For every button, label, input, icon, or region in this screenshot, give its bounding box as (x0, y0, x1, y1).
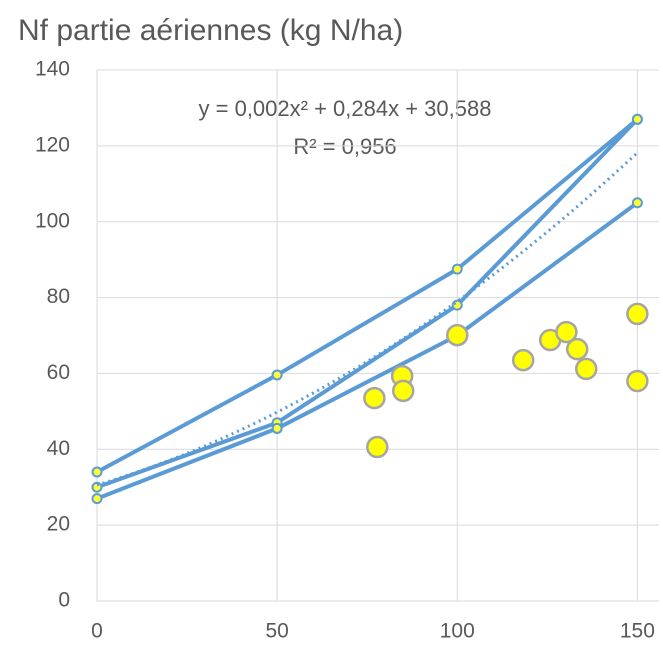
x-tick-label: 0 (91, 620, 103, 643)
y-tick-label: 0 (58, 589, 70, 612)
y-tick-label: 140 (35, 58, 70, 81)
line-marker (91, 481, 103, 493)
y-tick-label: 100 (35, 209, 70, 232)
line-marker (271, 369, 283, 381)
y-tick-label: 120 (35, 133, 70, 156)
scatter-point (565, 337, 589, 361)
scatter-point (366, 435, 389, 459)
y-tick-label: 60 (47, 361, 70, 384)
scatter-point (363, 386, 386, 410)
y-tick-label: 80 (47, 285, 70, 308)
scatter-point (555, 320, 578, 344)
line-marker (91, 493, 103, 505)
scatter-point (446, 323, 469, 347)
x-tick-label: 100 (440, 620, 475, 643)
scatter-point (574, 357, 598, 381)
trend-equation: y = 0,002x² + 0,284x + 30,588 (199, 96, 492, 121)
x-tick-label: 150 (620, 620, 655, 643)
line-series (96, 117, 639, 474)
line-marker (91, 466, 103, 478)
scatter-point (626, 302, 649, 326)
line-series (96, 201, 639, 501)
line-series (96, 117, 639, 490)
scatter-point (626, 369, 649, 393)
chart-title: Nf partie aériennes (kg N/ha) (18, 14, 403, 47)
y-tick-label: 20 (47, 513, 70, 536)
line-marker (631, 113, 643, 125)
y-tick-label: 40 (47, 437, 70, 460)
line-marker (451, 263, 463, 275)
x-tick-label: 50 (265, 620, 288, 643)
scatter-point (511, 348, 535, 372)
line-marker (271, 422, 283, 434)
scatter-point (391, 379, 415, 403)
line-marker (631, 197, 643, 209)
